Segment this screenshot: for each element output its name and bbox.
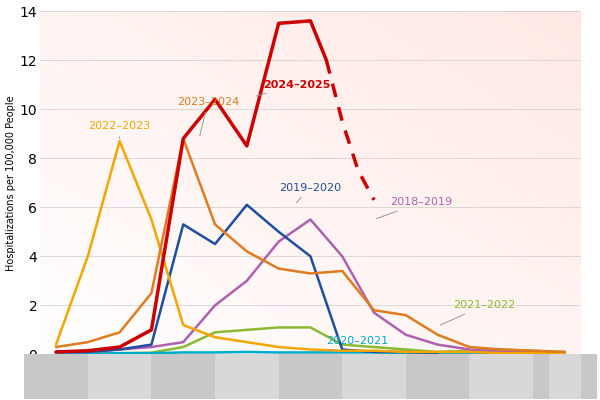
Bar	[151, 354, 215, 399]
Text: 2024–2025: 2024–2025	[256, 80, 330, 96]
Bar	[342, 354, 406, 399]
Bar	[40, 354, 88, 399]
Bar	[406, 354, 469, 399]
Bar	[215, 354, 278, 399]
Bar	[469, 354, 533, 399]
Text: 2021–2022: 2021–2022	[440, 300, 516, 325]
Text: 2022–2023: 2022–2023	[88, 121, 150, 138]
Bar	[278, 354, 342, 399]
Text: 2020–2021: 2020–2021	[326, 336, 388, 351]
Text: 2023–2024: 2023–2024	[177, 97, 239, 136]
Text: 2018–2019: 2018–2019	[377, 197, 452, 218]
Bar	[549, 354, 581, 399]
Bar	[88, 354, 151, 399]
Text: 2019–2020: 2019–2020	[278, 183, 341, 203]
Y-axis label: Hospitalizations per 100,000 People: Hospitalizations per 100,000 People	[5, 95, 16, 270]
Bar	[24, 354, 88, 399]
Bar	[533, 354, 596, 399]
